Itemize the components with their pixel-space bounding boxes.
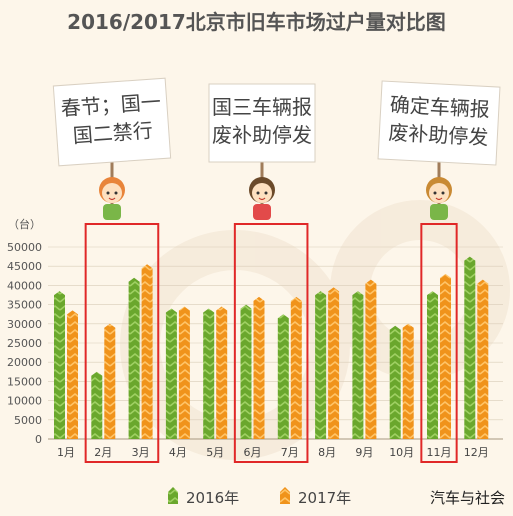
bar-2016-8 <box>315 291 327 439</box>
sign-board-1 <box>52 77 172 167</box>
bar-2017-11 <box>440 273 451 439</box>
bar-2017-4 <box>178 306 190 439</box>
y-tick-label: 15000 <box>7 375 42 388</box>
bar-2016-7 <box>277 314 289 439</box>
highlight-box-1 <box>84 223 160 463</box>
y-tick-label: 20000 <box>7 356 42 369</box>
bar-2017-2 <box>104 323 116 439</box>
kid-illustration-1 <box>99 177 125 220</box>
bar-2016-1 <box>54 291 65 439</box>
x-tick-label: 8月 <box>318 446 336 459</box>
y-tick-label: 40000 <box>7 279 42 292</box>
bar-2017-6 <box>253 296 265 439</box>
x-tick-label: 10月 <box>389 446 414 459</box>
sign-text-line: 确定车辆报 <box>389 92 490 121</box>
bar-2016-6 <box>240 304 252 439</box>
bar-2017-5 <box>216 306 228 439</box>
bar-2017-1 <box>67 310 78 439</box>
chart-title: 2016/2017北京市旧车市场过户量对比图 <box>67 10 446 34</box>
bar-2016-4 <box>165 308 177 439</box>
x-tick-label: 4月 <box>169 446 187 459</box>
y-tick-label: 25000 <box>7 337 42 350</box>
x-tick-label: 1月 <box>57 446 75 459</box>
x-tick-label: 7月 <box>281 446 299 459</box>
kid-illustration-2 <box>249 177 275 220</box>
highlight-box-2 <box>233 223 309 463</box>
bar-2016-11 <box>427 291 438 439</box>
bar-2017-9 <box>365 279 377 439</box>
y-tick-label: 10000 <box>7 395 42 408</box>
sign-text-line: 废补助停发 <box>388 120 489 149</box>
bar-2016-3 <box>128 277 140 439</box>
legend-label: 2016年 <box>186 489 239 507</box>
bar-2017-7 <box>290 296 302 439</box>
sign-text-line: 国三车辆报 <box>212 95 312 119</box>
x-tick-label: 5月 <box>206 446 224 459</box>
bar-2017-8 <box>328 287 340 439</box>
x-tick-label: 2月 <box>94 446 112 459</box>
bar-2017-3 <box>141 264 153 439</box>
y-tick-label: 50000 <box>7 241 42 254</box>
sign-board-2 <box>208 83 316 163</box>
legend-swatch-2017 <box>280 487 290 504</box>
legend-swatch-2016 <box>168 487 178 504</box>
bar-2016-5 <box>203 308 215 439</box>
y-tick-label: 0 <box>35 433 42 446</box>
y-tick-label: 35000 <box>7 299 42 312</box>
bar-2016-2 <box>91 371 103 439</box>
bar-2017-12 <box>477 279 489 439</box>
x-tick-label: 12月 <box>464 446 489 459</box>
legend-label: 2017年 <box>298 489 351 507</box>
x-tick-label: 3月 <box>132 446 150 459</box>
credit-label: 汽车与社会 <box>430 489 505 507</box>
bar-2016-10 <box>389 325 401 439</box>
bar-2016-12 <box>464 256 476 439</box>
bar-2016-9 <box>352 291 364 439</box>
x-tick-label: 11月 <box>427 446 452 459</box>
sign-text-line: 国二禁行 <box>72 118 153 148</box>
y-tick-label: 45000 <box>7 260 42 273</box>
sign-text-line: 废补助停发 <box>212 123 312 147</box>
x-tick-label: 9月 <box>355 446 373 459</box>
y-axis-label: （台） <box>8 217 41 231</box>
x-tick-label: 6月 <box>244 446 262 459</box>
y-tick-label: 30000 <box>7 318 42 331</box>
highlight-box-3 <box>420 223 458 463</box>
bar-2017-10 <box>402 323 414 439</box>
y-tick-label: 5000 <box>14 414 42 427</box>
sign-board-3 <box>377 80 501 166</box>
kid-illustration-3 <box>426 177 452 220</box>
